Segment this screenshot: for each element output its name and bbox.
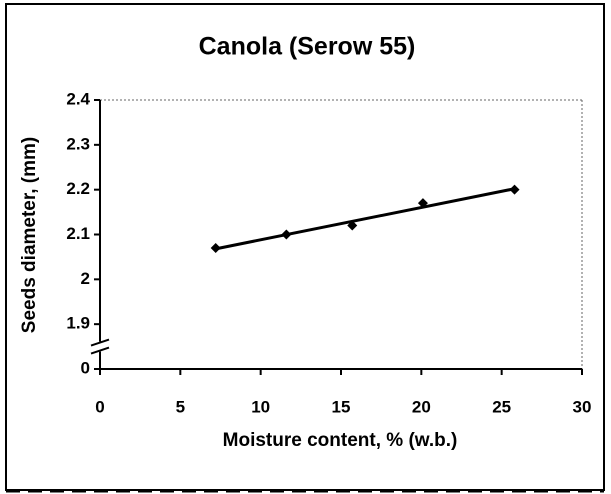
x-tick-label: 20 bbox=[412, 397, 431, 416]
y-tick-label: 2.1 bbox=[66, 224, 90, 243]
axis-break-gap bbox=[97, 341, 103, 352]
y-tick-label: 1.9 bbox=[66, 314, 90, 333]
y-tick-label: 2.2 bbox=[66, 179, 90, 198]
data-point bbox=[210, 242, 221, 253]
y-axis-label: Seeds diameter, (mm) bbox=[19, 137, 40, 333]
y-tick-label: 0 bbox=[81, 358, 90, 377]
trendline bbox=[215, 187, 515, 251]
y-tick-label: 2 bbox=[81, 269, 90, 288]
x-tick-label: 0 bbox=[95, 397, 104, 416]
axis-break bbox=[90, 338, 110, 347]
axis-break bbox=[90, 346, 110, 355]
y-tick-label: 2.3 bbox=[66, 134, 90, 153]
frame bbox=[5, 3, 605, 491]
x-tick-label: 25 bbox=[492, 397, 511, 416]
x-tick-label: 5 bbox=[176, 397, 185, 416]
x-tick-label: 10 bbox=[251, 397, 270, 416]
data-point bbox=[509, 184, 520, 195]
chart-title: Canola (Serow 55) bbox=[199, 33, 416, 61]
x-axis-label: Moisture content, % (w.b.) bbox=[223, 430, 458, 451]
x-tick-label: 30 bbox=[573, 397, 592, 416]
data-point bbox=[347, 220, 358, 231]
x-tick-label: 15 bbox=[332, 397, 351, 416]
y-tick-label: 2.4 bbox=[66, 89, 90, 108]
data-point bbox=[417, 198, 428, 209]
data-point bbox=[281, 229, 292, 240]
